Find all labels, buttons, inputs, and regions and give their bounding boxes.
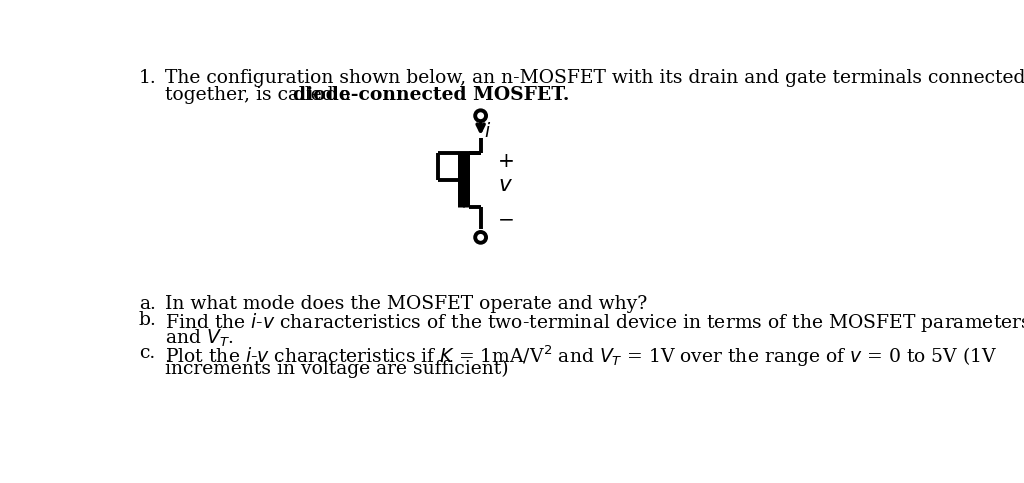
Text: increments in voltage are sufficient): increments in voltage are sufficient)	[165, 360, 509, 378]
Text: Find the $i$-$v$ characteristics of the two-terminal device in terms of the MOSF: Find the $i$-$v$ characteristics of the …	[165, 311, 1024, 334]
Text: a.: a.	[139, 295, 156, 313]
Text: In what mode does the MOSFET operate and why?: In what mode does the MOSFET operate and…	[165, 295, 647, 313]
Text: 1.: 1.	[139, 69, 157, 87]
Text: The configuration shown below, an n-MOSFET with its drain and gate terminals con: The configuration shown below, an n-MOSF…	[165, 69, 1024, 87]
Text: and $V_T$.: and $V_T$.	[165, 327, 233, 349]
Text: diode-connected MOSFET.: diode-connected MOSFET.	[293, 85, 569, 104]
Text: c.: c.	[139, 343, 155, 362]
Text: together, is called a: together, is called a	[165, 85, 356, 104]
Text: $i$: $i$	[484, 122, 492, 141]
Text: Plot the $i$-$v$ characteristics if $K$ = 1mA/V$^2$ and $V_T$ = 1V over the rang: Plot the $i$-$v$ characteristics if $K$ …	[165, 343, 997, 369]
Text: b.: b.	[139, 311, 157, 329]
Text: +: +	[498, 152, 514, 171]
Text: $v$: $v$	[498, 174, 513, 196]
Text: −: −	[498, 211, 514, 229]
